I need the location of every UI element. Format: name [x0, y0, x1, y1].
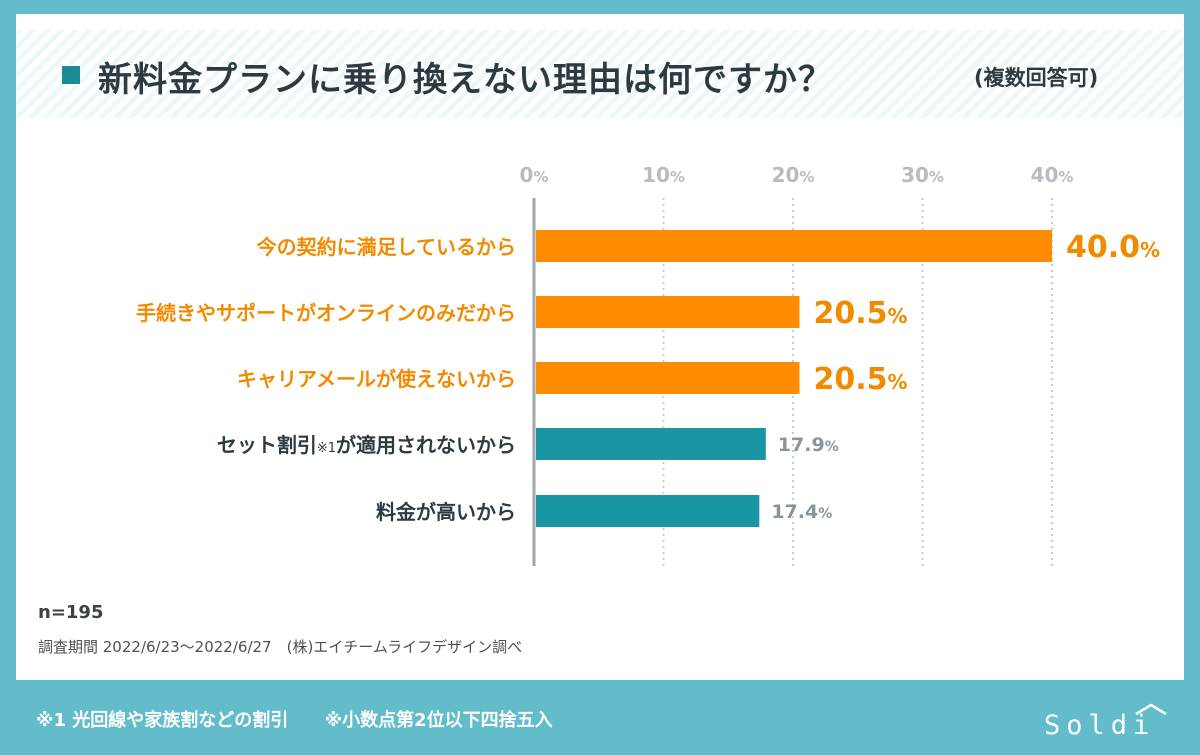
x-tick-unit: %: [533, 168, 548, 186]
data-label-number: 40.0: [1066, 230, 1140, 265]
footnotes: ※1 光回線や家族割などの割引 ※小数点第2位以下四捨五入: [36, 706, 553, 732]
data-label-number: 20.5: [813, 296, 887, 331]
category-footnote-mark: ※1: [317, 441, 336, 456]
x-tick-number: 0: [520, 163, 534, 187]
x-tick-number: 10: [642, 163, 670, 187]
title-square-marker: [62, 66, 80, 84]
data-label: 17.9%: [778, 434, 839, 456]
bar: [536, 296, 800, 328]
data-label-number: 17.4: [771, 501, 818, 523]
chart-title: 新料金プランに乗り換えない理由は何ですか？: [98, 60, 833, 100]
category-label-rest: が適用されないから: [336, 433, 516, 457]
x-tick-unit: %: [1058, 168, 1073, 186]
data-label-unit: %: [888, 370, 908, 394]
bar: [536, 362, 800, 394]
category-label-text: 今の契約に満足しているから: [257, 235, 516, 259]
data-label: 20.5%: [813, 296, 907, 331]
x-tick-number: 30: [901, 163, 929, 187]
title-note: (複数回答可): [974, 66, 1099, 90]
category-label-text: キャリアメールが使えないから: [237, 367, 516, 391]
data-label: 40.0%: [1066, 230, 1160, 265]
data-label-unit: %: [1140, 238, 1160, 262]
x-tick-number: 40: [1031, 163, 1059, 187]
logo-text: Soldi: [1044, 710, 1155, 741]
bar: [536, 230, 1052, 262]
category-label-text: 手続きやサポートがオンラインのみだから: [136, 301, 516, 325]
sample-size: n=195: [38, 602, 104, 623]
x-tick-label: 30%: [901, 163, 944, 187]
bar: [536, 428, 766, 460]
bar-chart: 0% 10% 20% 30% 40%今の契約に満足しているから 40.0%手続きやサポート…: [136, 163, 1160, 566]
bar: [536, 495, 760, 527]
category-label: セット割引※1が適用されないから: [217, 433, 516, 457]
category-label: 手続きやサポートがオンラインのみだから: [136, 301, 516, 325]
logo-house-roof: [1135, 703, 1167, 716]
x-tick-label: 40%: [1031, 163, 1074, 187]
survey-period: 調査期間 2022/6/23〜2022/6/27 (株)エイチームライフデザイン…: [38, 638, 523, 656]
title-band: 新料金プランに乗り換えない理由は何ですか？ (複数回答可): [16, 30, 1184, 118]
x-tick-label: 0%: [520, 163, 549, 187]
chart-card: 新料金プランに乗り換えない理由は何ですか？ (複数回答可) 0% 10% 20% 30…: [16, 14, 1184, 680]
data-label-unit: %: [825, 439, 839, 455]
x-tick-label: 10%: [642, 163, 685, 187]
footnote-rounding: ※小数点第2位以下四捨五入: [324, 710, 553, 731]
x-tick-unit: %: [799, 168, 814, 186]
data-label: 17.4%: [771, 501, 832, 523]
data-label-unit: %: [888, 304, 908, 328]
category-label-text: セット割引: [217, 433, 317, 457]
footnote-discount: ※1 光回線や家族割などの割引: [36, 710, 289, 731]
data-label-number: 20.5: [813, 362, 887, 397]
category-label: 今の契約に満足しているから: [257, 235, 516, 259]
x-tick-label: 20%: [772, 163, 815, 187]
category-label: 料金が高いから: [376, 500, 516, 524]
category-label-text: 料金が高いから: [376, 500, 516, 524]
x-tick-unit: %: [929, 168, 944, 186]
data-label-number: 17.9: [778, 434, 825, 456]
category-label: キャリアメールが使えないから: [237, 367, 516, 391]
data-label: 20.5%: [813, 362, 907, 397]
x-tick-unit: %: [670, 168, 685, 186]
soldi-logo: Soldi: [1044, 703, 1167, 741]
data-label-unit: %: [818, 506, 832, 522]
x-tick-number: 20: [772, 163, 800, 187]
